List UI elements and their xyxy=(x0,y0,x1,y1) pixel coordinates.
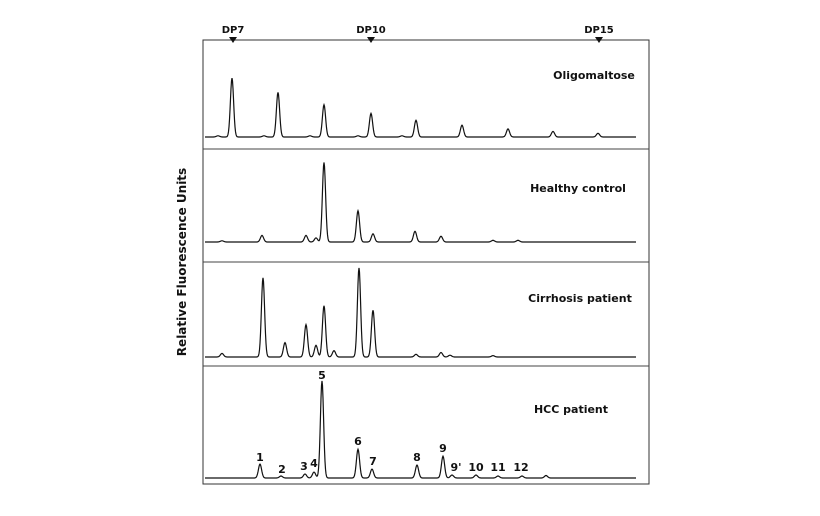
peak-label-4: 4 xyxy=(310,457,318,470)
series-label-hcc-patient: HCC patient xyxy=(534,403,608,416)
marker-label-dp7: DP7 xyxy=(222,25,245,36)
peak-label-8: 8 xyxy=(413,451,421,464)
peak-label-10: 10 xyxy=(468,461,484,474)
peak-label-9prime: 9' xyxy=(450,461,461,474)
marker-arrow-dp10 xyxy=(367,37,375,43)
peak-label-2: 2 xyxy=(278,463,286,476)
marker-arrow-dp7 xyxy=(229,37,237,43)
peak-label-7: 7 xyxy=(369,455,377,468)
peak-label-6: 6 xyxy=(354,435,362,448)
trace-oligomaltose xyxy=(205,77,636,138)
trace-cirrhosis-patient xyxy=(205,267,636,358)
peak-label-11: 11 xyxy=(490,461,505,474)
marker-label-dp10: DP10 xyxy=(356,25,386,36)
peak-label-3: 3 xyxy=(300,460,308,473)
peak-label-5: 5 xyxy=(318,369,326,382)
y-axis-label: Relative Fluorescence Units xyxy=(175,168,189,356)
series-label-oligomaltose: Oligomaltose xyxy=(553,69,635,82)
series-label-healthy-control: Healthy control xyxy=(530,182,626,195)
marker-arrow-dp15 xyxy=(595,37,603,43)
peak-label-9: 9 xyxy=(439,442,447,455)
series-label-cirrhosis-patient: Cirrhosis patient xyxy=(528,292,632,305)
trace-hcc-patient xyxy=(205,380,636,479)
trace-healthy-control xyxy=(205,162,636,243)
peak-label-12: 12 xyxy=(513,461,528,474)
marker-label-dp15: DP15 xyxy=(584,25,614,36)
peak-label-1: 1 xyxy=(256,451,264,464)
